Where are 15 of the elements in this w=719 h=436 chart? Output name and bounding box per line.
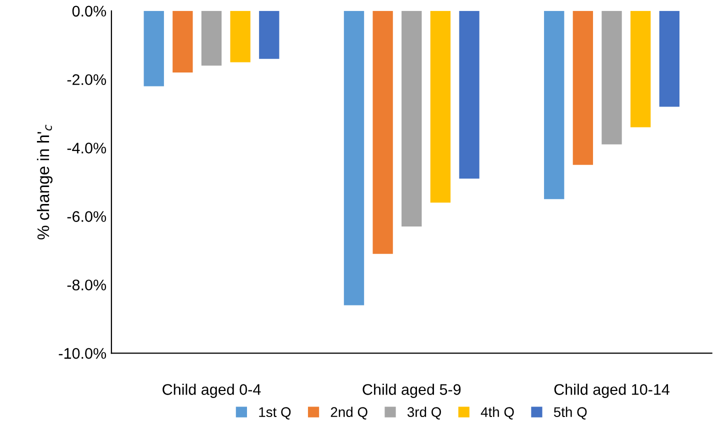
x-tick-label: Child aged 5-9 bbox=[362, 384, 461, 398]
y-tick-label: -8.0% bbox=[67, 280, 106, 290]
legend-label: 1st Q bbox=[259, 407, 291, 420]
legend-label: 2nd Q bbox=[330, 406, 368, 420]
y-tick-label: 0.0% bbox=[72, 6, 106, 17]
legend-label: 4th Q bbox=[480, 406, 514, 420]
y-tick-label: -10.0% bbox=[58, 348, 106, 359]
legend-label: 3rd Q bbox=[407, 406, 441, 420]
y-tick-label: -6.0% bbox=[67, 211, 106, 222]
x-tick-label: Child aged 0-4 bbox=[162, 384, 261, 398]
y-tick-label: -4.0% bbox=[67, 142, 106, 154]
y-axis-title: % change in h'$_{c}$ bbox=[36, 124, 52, 240]
legend-label: 5th Q bbox=[554, 406, 587, 420]
y-tick-label: -2.0% bbox=[67, 74, 106, 86]
x-tick-label: Child aged 10-14 bbox=[554, 384, 670, 398]
